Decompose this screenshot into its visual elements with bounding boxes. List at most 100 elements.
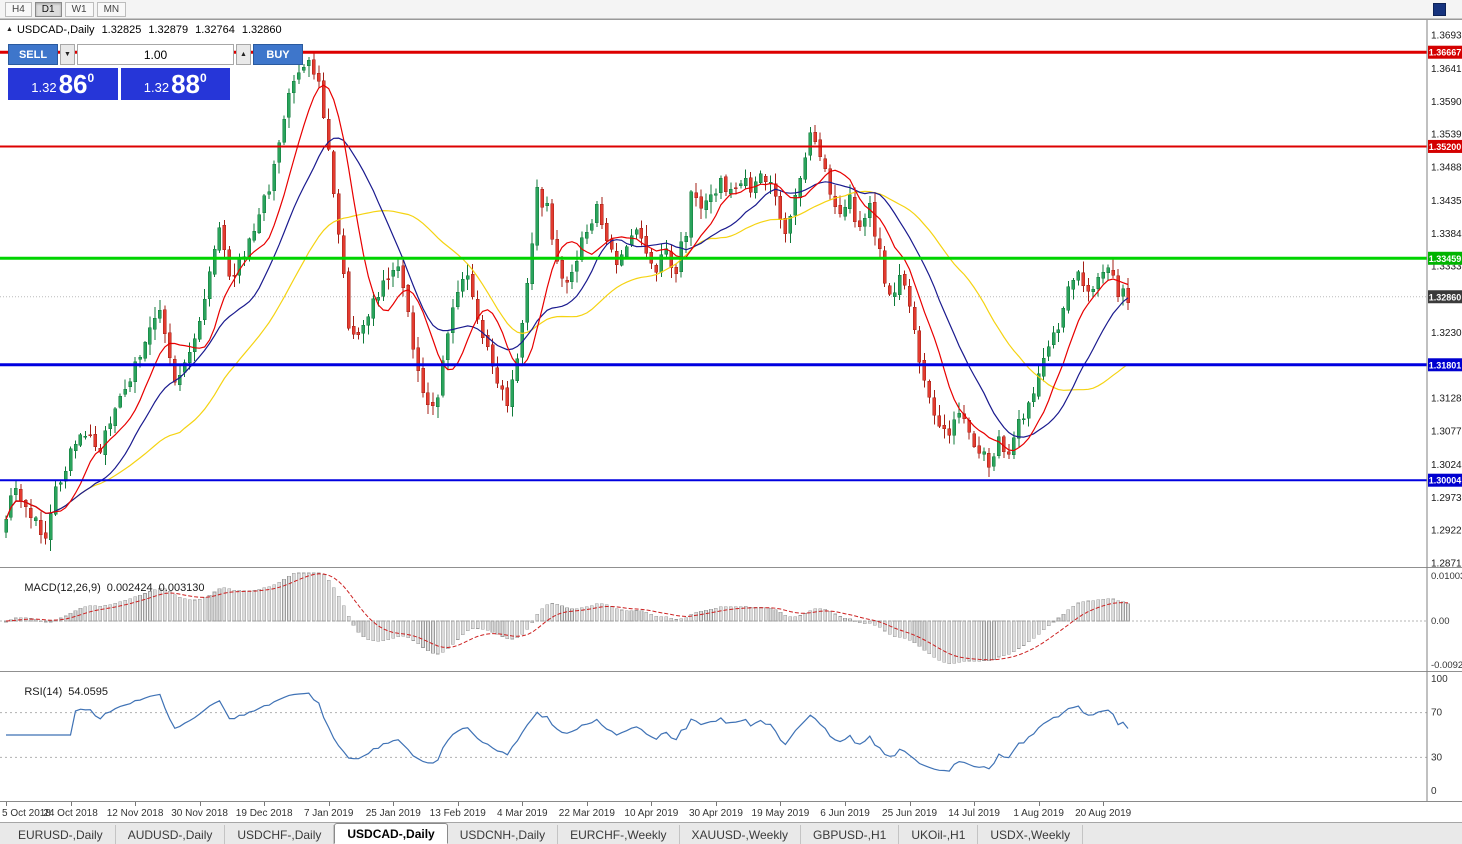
price-axis-label: 1.30770 (1431, 427, 1462, 438)
date-axis-label: 24 Oct 2018 (43, 808, 98, 819)
date-axis-label: 12 Nov 2018 (106, 808, 164, 819)
collapse-chart-icon[interactable]: ▲ (6, 26, 13, 33)
date-axis-label: 13 Feb 2019 (429, 808, 486, 819)
price-tag: 1.36667 (1428, 45, 1462, 59)
price-axis-label: 1.36935 (1431, 31, 1462, 42)
rsi-panel[interactable]: 100 70 30 0 (0, 671, 1462, 801)
time-axis-tick (393, 802, 395, 806)
time-axis-tick (974, 802, 976, 806)
time-axis-tick (522, 802, 524, 806)
price-axis-label: 1.29225 (1431, 526, 1462, 537)
price-axis-label: 1.32300 (1431, 328, 1462, 339)
price-tag: 1.33459 (1428, 251, 1462, 265)
price-tag-text: 1.35200 (1429, 142, 1462, 152)
price-axis-label: 1.30245 (1431, 460, 1462, 471)
price-chart[interactable]: 1.36935 1.36410 1.35900 1.35390 1.34880 1.343… (0, 20, 1462, 567)
date-axis-label: 6 Jun 2019 (820, 808, 870, 819)
date-axis-label: 19 May 2019 (751, 808, 810, 819)
volume-input[interactable] (77, 44, 234, 65)
volume-increase-button[interactable]: ▲ (236, 44, 251, 65)
chart-tab-usdcnh-daily[interactable]: USDCNH-,Daily (448, 825, 559, 844)
date-axis-label: 30 Apr 2019 (688, 808, 743, 819)
price-axis-label: 1.36410 (1431, 64, 1462, 75)
price-axis-label: 1.35900 (1431, 97, 1462, 108)
date-axis-label: 14 Jul 2019 (948, 808, 1000, 819)
sell-price-point: 0 (87, 71, 95, 85)
date-axis-label: 5 Oct 2018 (2, 808, 51, 819)
price-tag: 1.35200 (1428, 139, 1462, 153)
price-tag: 1.30004 (1428, 473, 1462, 487)
time-axis-tick (909, 802, 911, 806)
timeframe-button-mn[interactable]: MN (96, 1, 127, 17)
chart-tab-xauusd-weekly[interactable]: XAUUSD-,Weekly (680, 825, 801, 844)
date-axis-label: 1 Aug 2019 (1013, 808, 1064, 819)
price-tag-text: 1.32860 (1429, 292, 1462, 302)
time-axis-tick (586, 802, 588, 806)
date-axis-label: 4 Mar 2019 (497, 808, 548, 819)
ohlc-close-value: 1.32860 (241, 23, 282, 36)
rsi-axis-label: 0 (1431, 786, 1437, 797)
price-axis-label: 1.29735 (1431, 493, 1462, 504)
time-axis-tick (70, 802, 72, 806)
time-axis-tick (135, 802, 137, 806)
chart-tab-ukoil-h1[interactable]: UKOil-,H1 (899, 825, 979, 844)
macd-axis-label: 0.010031 (1431, 571, 1462, 582)
time-axis-tick (715, 802, 717, 806)
rsi-axis-label: 30 (1431, 752, 1443, 763)
time-axis-tick (264, 802, 266, 806)
chart-title-bar: ▲ USDCAD-,Daily 1.32825 1.32879 1.32764 … (6, 23, 282, 36)
price-axis-label: 1.31280 (1431, 394, 1462, 405)
time-axis-tick (651, 802, 653, 806)
time-axis-tick (780, 802, 782, 806)
buy-price-display[interactable]: 1.32 88 0 (120, 68, 230, 100)
timeframe-button-d1[interactable]: D1 (34, 1, 62, 17)
buy-price-point: 0 (200, 71, 207, 85)
date-axis-label: 22 Mar 2019 (558, 808, 615, 819)
chart-tab-gbpusd-h1[interactable]: GBPUSD-,H1 (801, 825, 900, 844)
time-axis[interactable]: 5 Oct 2018 24 Oct 2018 12 Nov 2018 30 Nov 2… (0, 801, 1462, 823)
price-axis-label: 1.34355 (1431, 196, 1462, 207)
date-axis-label: 7 Jan 2019 (303, 808, 354, 819)
price-tag-text: 1.33459 (1429, 254, 1462, 264)
sell-price-display[interactable]: 1.32 86 0 (8, 68, 118, 100)
sell-price-prefix: 1.32 (31, 80, 57, 95)
sell-price-pips: 86 (58, 69, 88, 99)
timeframe-button-group: H4 D1 W1 MN (5, 1, 129, 17)
time-axis-tick (328, 802, 330, 806)
macd-panel[interactable]: 0.010031 0.00 -0.009203 (0, 567, 1462, 671)
sell-button[interactable]: SELL (8, 44, 58, 65)
rsi-indicator-label: RSI(14) 54.0595 (6, 674, 114, 710)
buy-button[interactable]: BUY (253, 44, 303, 65)
price-tag: 1.32860 (1428, 290, 1462, 304)
window-control-button[interactable] (1433, 3, 1446, 16)
timeframe-button-h4[interactable]: H4 (5, 1, 32, 17)
macd-axis-label: -0.009203 (1431, 660, 1462, 671)
buy-price-pips: 88 (171, 69, 201, 99)
price-tag-text: 1.30004 (1429, 476, 1462, 486)
price-axis-label: 1.33335 (1431, 262, 1462, 273)
volume-decrease-button[interactable]: ▼ (60, 44, 75, 65)
ohlc-high-value: 1.32879 (148, 23, 189, 36)
toolbar: H4 D1 W1 MN (0, 0, 1462, 19)
chart-tab-usdchf-daily[interactable]: USDCHF-,Daily (225, 825, 335, 844)
chart-tab-bar: EURUSD-,Daily AUDUSD-,Daily USDCHF-,Daily U… (0, 822, 1462, 844)
chart-tab-eurchf-weekly[interactable]: EURCHF-,Weekly (558, 825, 680, 844)
date-axis-label: 19 Dec 2018 (235, 808, 293, 819)
price-tag: 1.31801 (1428, 358, 1462, 372)
time-axis-tick (199, 802, 201, 806)
chart-tab-usdcad-daily[interactable]: USDCAD-,Daily (334, 823, 448, 844)
macd-indicator-label: MACD(12,26,9) 0.002424 0.003130 (6, 570, 211, 606)
price-axis-label: 1.28715 (1431, 559, 1462, 568)
chart-tab-eurusd-daily[interactable]: EURUSD-,Daily (6, 825, 116, 844)
chart-tab-audusd-daily[interactable]: AUDUSD-,Daily (116, 825, 226, 844)
rsi-name: RSI(14) (24, 686, 63, 698)
price-tag-text: 1.31801 (1429, 360, 1462, 370)
chart-tab-usdx-weekly[interactable]: USDX-,Weekly (978, 825, 1084, 844)
timeframe-button-w1[interactable]: W1 (64, 1, 94, 17)
price-axis-label: 1.34880 (1431, 163, 1462, 174)
date-axis-label: 25 Jan 2019 (365, 808, 421, 819)
chart-symbol-label: USDCAD-,Daily (16, 23, 95, 36)
time-axis-tick (845, 802, 847, 806)
rsi-axis-label: 100 (1431, 674, 1448, 685)
